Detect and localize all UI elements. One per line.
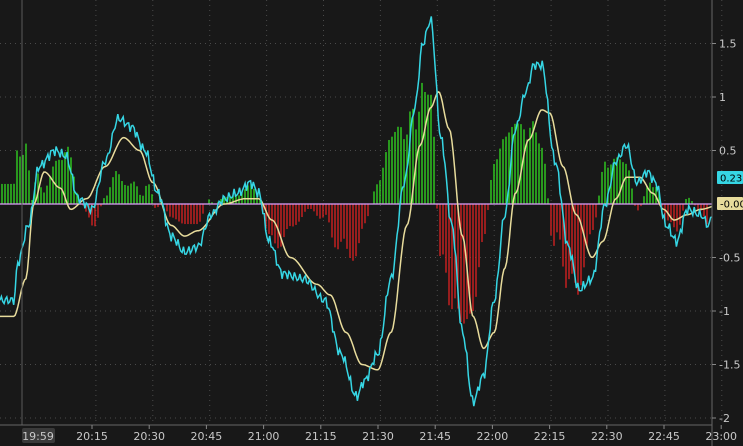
macd-line	[0, 16, 713, 407]
x-tick-label[interactable]: 22:45	[648, 430, 680, 443]
x-tick-highlight	[22, 428, 55, 443]
x-tick-label[interactable]: 21:00	[248, 430, 280, 443]
value-badges: 0.23 -0.00	[717, 171, 743, 211]
x-axis[interactable]: 19:59 20:15 20:30 20:45 21:00 21:15 21:30 21:45…	[22, 425, 737, 443]
y-tick-label: -1	[719, 305, 730, 318]
x-tick-label[interactable]: 20:30	[133, 430, 165, 443]
x-tick-label[interactable]: 20:45	[191, 430, 223, 443]
y-axis: 1.5 1 0.5 -0.5 -1 -1.5 -2	[712, 38, 740, 425]
x-tick-label[interactable]: 21:30	[362, 430, 394, 443]
y-tick-label: 1	[719, 91, 726, 104]
x-tick-label[interactable]: 20:15	[76, 430, 108, 443]
value-badge-label: 0.23	[720, 174, 742, 185]
x-tick-label[interactable]: 23:00	[705, 430, 737, 443]
y-tick-label: -1.5	[719, 359, 740, 372]
value-badge	[717, 197, 743, 210]
x-tick-label[interactable]: 22:30	[591, 430, 623, 443]
signal-line	[0, 90, 713, 371]
x-tick-label[interactable]: 21:45	[419, 430, 451, 443]
grid	[0, 0, 723, 425]
y-tick-label: 0.5	[719, 145, 737, 158]
x-tick-label[interactable]: 19:59	[22, 430, 54, 443]
y-tick-label: -0.5	[719, 252, 740, 265]
value-badge	[717, 171, 743, 184]
y-tick-label: 1.5	[719, 38, 737, 51]
x-tick-label[interactable]: 21:15	[305, 430, 337, 443]
x-tick-label[interactable]: 22:15	[534, 430, 566, 443]
value-badge-label: -0.00	[720, 200, 743, 211]
x-tick-label[interactable]: 22:00	[477, 430, 509, 443]
y-tick-label: -2	[719, 412, 730, 425]
